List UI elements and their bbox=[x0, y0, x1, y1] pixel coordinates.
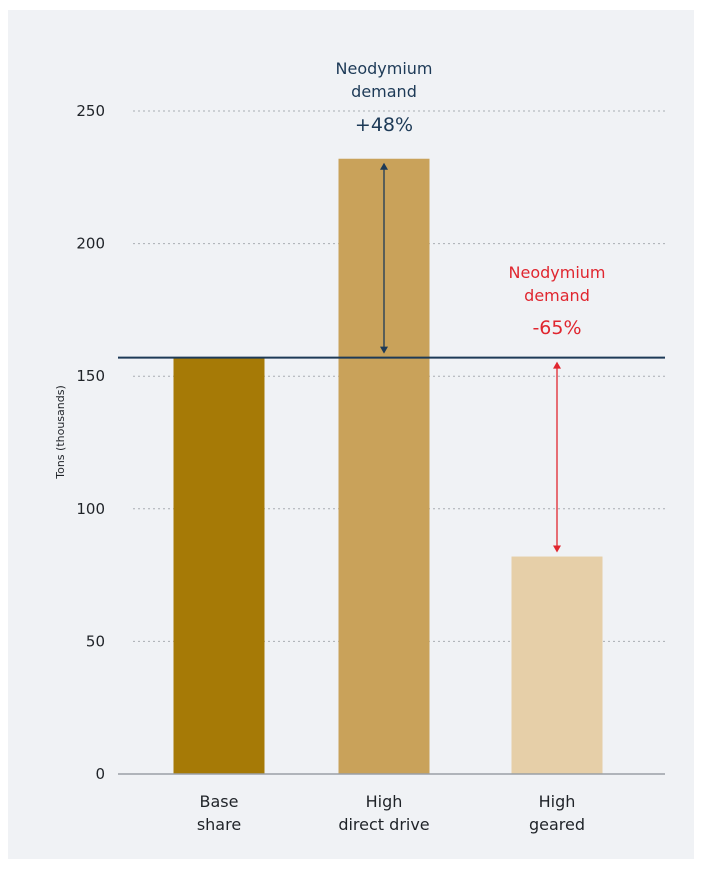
annotation-percent: -65% bbox=[532, 317, 581, 339]
arrowhead-icon bbox=[380, 162, 388, 170]
x-tick-label: High bbox=[366, 792, 403, 811]
annotation-label: Neodymium bbox=[509, 263, 606, 282]
x-tick-label: direct drive bbox=[338, 815, 429, 834]
bar-1 bbox=[173, 357, 265, 774]
x-tick-label: geared bbox=[529, 815, 585, 834]
y-tick-label: 250 bbox=[76, 102, 105, 120]
chart-panel: 0 50 100 150 200 250 Base share High direct drive… bbox=[8, 10, 694, 859]
bar-chart: 0 50 100 150 200 250 Base share High direct drive… bbox=[54, 59, 665, 834]
x-tick-label: Base bbox=[200, 792, 239, 811]
annotation-layer: Neodymium demand +48% Neodymium demand -65% bbox=[118, 59, 665, 553]
axis-layer: 0 50 100 150 200 250 Base share High direct drive… bbox=[76, 102, 665, 834]
y-axis-label: Tons (thousands) bbox=[54, 385, 67, 480]
bar-layer bbox=[173, 158, 603, 775]
y-tick-label: 100 bbox=[76, 500, 105, 518]
arrowhead-icon bbox=[553, 545, 561, 553]
annotation-label: Neodymium bbox=[336, 59, 433, 78]
annotation-label: demand bbox=[524, 286, 590, 305]
bar-3 bbox=[511, 556, 603, 774]
arrowhead-icon bbox=[380, 346, 388, 354]
x-tick-label: High bbox=[539, 792, 576, 811]
y-tick-label: 200 bbox=[76, 235, 105, 253]
y-tick-label: 150 bbox=[76, 367, 105, 385]
y-tick-label: 0 bbox=[95, 765, 105, 783]
annotation-percent: +48% bbox=[355, 114, 413, 136]
y-tick-label: 50 bbox=[86, 632, 105, 650]
arrowhead-icon bbox=[553, 361, 561, 369]
x-tick-label: share bbox=[197, 815, 241, 834]
annotation-label: demand bbox=[351, 82, 417, 101]
